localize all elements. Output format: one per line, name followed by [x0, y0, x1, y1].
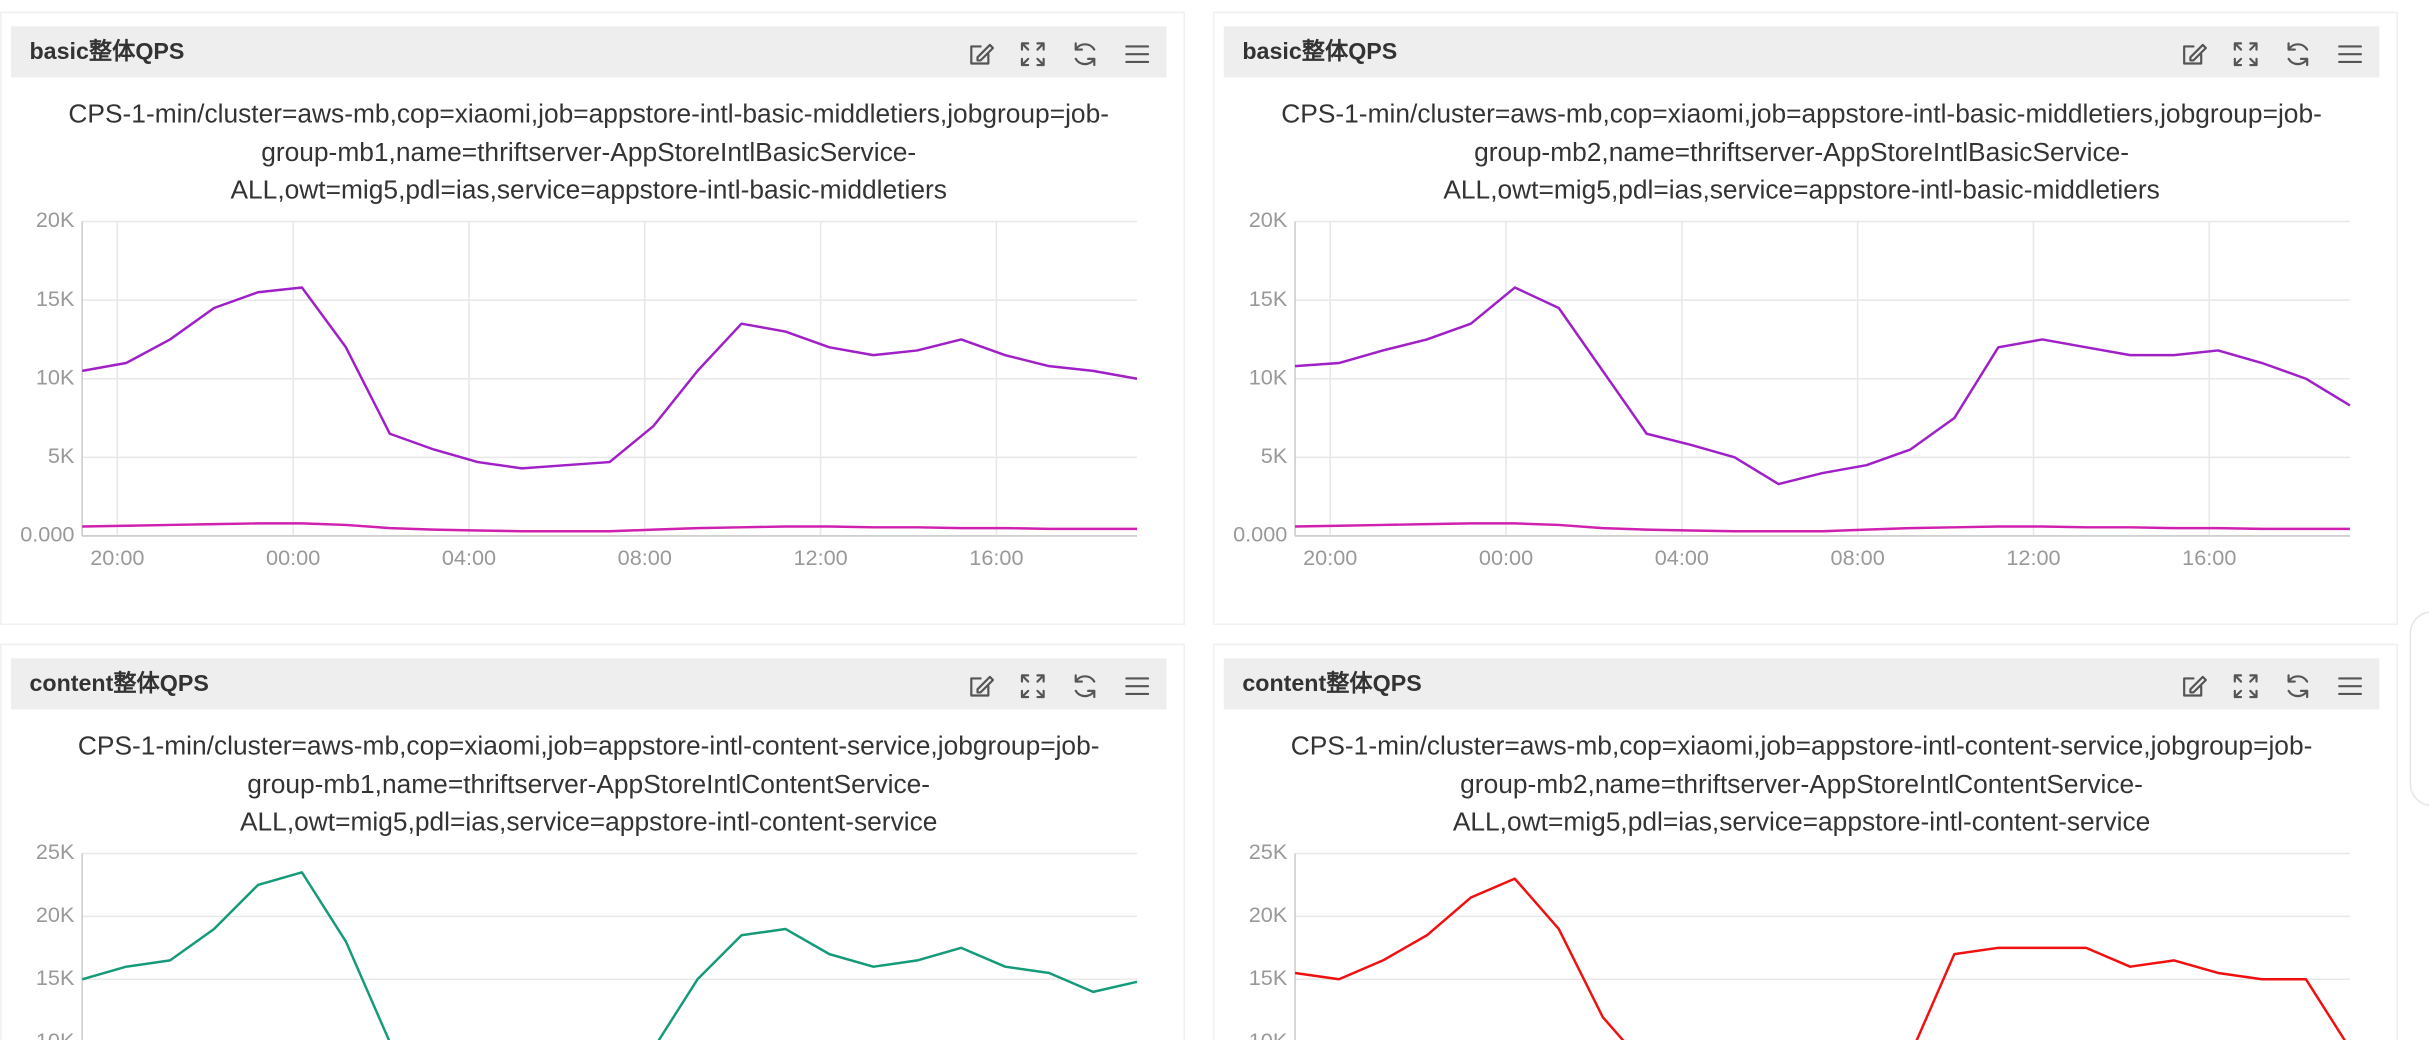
refresh-icon-glyph [1074, 674, 1096, 699]
refresh-icon[interactable] [2287, 674, 2309, 699]
refresh-icon-glyph [1074, 42, 1096, 67]
chart-title: CPS-1-min/cluster=aws-mb,cop=xiaomi,job=… [68, 99, 1109, 205]
panel [1212, 643, 2398, 1040]
x-tick-label: 12:00 [2006, 545, 2060, 570]
refresh-icon[interactable] [1074, 42, 1096, 67]
y-tick-label: 15K [1249, 965, 1288, 990]
panel-title: content整体QPS [30, 670, 209, 696]
x-tick-label: 20:00 [90, 545, 144, 570]
x-tick-label: 00:00 [1479, 545, 1533, 570]
y-tick-label: 10K [36, 1028, 75, 1040]
chart-title: CPS-1-min/cluster=aws-mb,cop=xiaomi,job=… [1281, 99, 2322, 205]
panel-title: content整体QPS [1242, 670, 1421, 696]
menu-icon[interactable] [1125, 677, 1150, 696]
edit-icon[interactable] [970, 675, 995, 697]
series-line [81, 286, 1138, 470]
series-line [1294, 877, 2347, 1040]
menu-icon-glyph [1125, 677, 1150, 696]
x-tick-label: 08:00 [1831, 545, 1885, 570]
y-tick-label: 5K [48, 443, 75, 468]
refresh-icon-glyph [2287, 674, 2309, 699]
x-tick-label: 16:00 [969, 545, 1023, 570]
y-tick-label: 15K [36, 965, 75, 990]
series-line [81, 871, 1138, 1040]
panel-header [1223, 26, 2380, 78]
menu-icon[interactable] [1125, 45, 1150, 64]
refresh-icon-glyph [2287, 42, 2309, 67]
fullscreen-icon-glyph [1020, 674, 1045, 699]
chart-title-box: CPS-1-min/cluster=aws-mb,cop=xiaomi,job=… [68, 99, 1109, 205]
x-tick-label: 20:00 [1303, 545, 1357, 570]
panel [0, 643, 1186, 1040]
x-tick-label: 12:00 [793, 545, 847, 570]
edit-icon[interactable] [970, 43, 995, 65]
y-tick-label: 10K [36, 364, 75, 389]
edit-icon[interactable] [2183, 43, 2207, 65]
panel [1212, 11, 2398, 626]
series-line [82, 522, 1138, 533]
fullscreen-icon-glyph [2233, 42, 2258, 67]
panel-header [10, 26, 1167, 78]
menu-icon-glyph [1125, 45, 1150, 64]
fullscreen-icon[interactable] [2233, 42, 2258, 67]
x-tick-label: 04:00 [1655, 545, 1709, 570]
series-line [1294, 286, 2351, 486]
refresh-icon[interactable] [1074, 674, 1096, 699]
chart-title: CPS-1-min/cluster=aws-mb,cop=xiaomi,job=… [77, 731, 1100, 837]
panel-header [10, 658, 1167, 710]
y-tick-label: 10K [1249, 364, 1288, 389]
menu-icon[interactable] [2338, 45, 2363, 64]
chart-title-box: CPS-1-min/cluster=aws-mb,cop=xiaomi,job=… [1281, 99, 2322, 205]
y-tick-label: 15K [36, 286, 75, 311]
y-tick-label: 10K [1249, 1028, 1288, 1040]
y-tick-label: 15K [1249, 286, 1288, 311]
panel-header [1223, 658, 2380, 710]
menu-icon-glyph [2338, 677, 2363, 696]
fullscreen-icon[interactable] [1020, 42, 1045, 67]
fullscreen-icon-glyph [1020, 42, 1045, 67]
fullscreen-icon[interactable] [1020, 674, 1045, 699]
y-tick-label: 20K [36, 207, 75, 232]
x-tick-label: 04:00 [442, 545, 496, 570]
panel-title: basic整体QPS [30, 38, 185, 64]
y-tick-label: 0.000 [20, 522, 74, 547]
menu-icon[interactable] [2338, 677, 2363, 696]
chart-title: CPS-1-min/cluster=aws-mb,cop=xiaomi,job=… [1290, 731, 2313, 837]
chart-title-box: CPS-1-min/cluster=aws-mb,cop=xiaomi,job=… [77, 731, 1100, 837]
y-tick-label: 25K [1249, 839, 1288, 864]
fullscreen-icon-glyph [2233, 674, 2258, 699]
y-tick-label: 25K [36, 839, 75, 864]
chart-title-box: CPS-1-min/cluster=aws-mb,cop=xiaomi,job=… [1290, 731, 2313, 837]
y-tick-label: 20K [1249, 902, 1288, 927]
y-tick-label: 0.000 [1233, 522, 1287, 547]
edit-icon-glyph [970, 675, 995, 697]
y-tick-label: 5K [1261, 443, 1288, 468]
side-widget[interactable] [2409, 611, 2429, 807]
edit-icon-glyph [2183, 675, 2207, 697]
edit-icon[interactable] [2183, 675, 2207, 697]
y-tick-label: 20K [1249, 207, 1288, 232]
x-tick-label: 00:00 [266, 545, 320, 570]
edit-icon-glyph [970, 43, 995, 65]
x-tick-label: 16:00 [2182, 545, 2236, 570]
refresh-icon[interactable] [2287, 42, 2309, 67]
menu-icon-glyph [2338, 45, 2363, 64]
series-line [1295, 522, 2350, 533]
y-tick-label: 20K [36, 902, 75, 927]
fullscreen-icon[interactable] [2233, 674, 2258, 699]
panel-title: basic整体QPS [1242, 38, 1397, 64]
x-tick-label: 08:00 [618, 545, 672, 570]
edit-icon-glyph [2183, 43, 2207, 65]
